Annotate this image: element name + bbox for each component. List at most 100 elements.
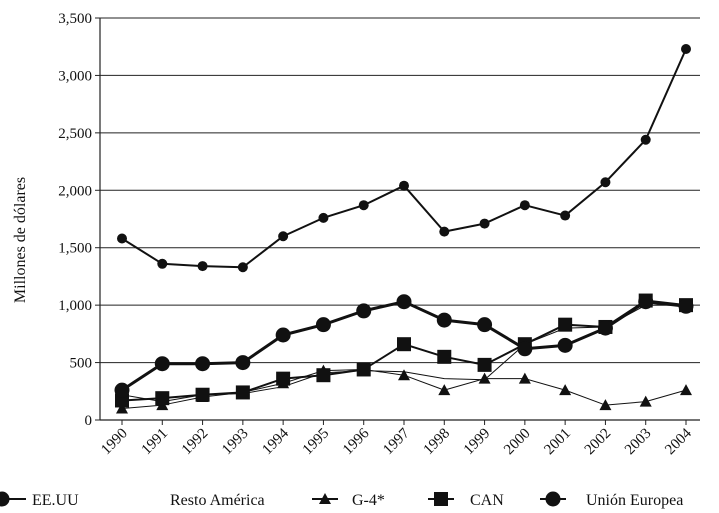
data-point bbox=[195, 387, 210, 402]
y-tick-label: 3,000 bbox=[58, 68, 92, 84]
data-point bbox=[358, 200, 369, 211]
legend-label: G-4* bbox=[352, 492, 385, 509]
x-tick-label: 2004 bbox=[662, 425, 695, 458]
series-layer bbox=[114, 44, 694, 414]
data-point bbox=[397, 337, 411, 352]
x-tick-label: 1998 bbox=[421, 426, 454, 459]
grid-layer bbox=[100, 17, 700, 364]
data-point bbox=[356, 362, 371, 377]
data-point bbox=[275, 327, 291, 343]
x-tick-label: 1995 bbox=[300, 426, 333, 459]
data-point bbox=[437, 349, 452, 364]
data-point bbox=[438, 384, 451, 396]
data-point bbox=[558, 317, 573, 332]
data-point bbox=[276, 371, 291, 386]
data-point bbox=[195, 356, 211, 372]
data-point bbox=[398, 369, 410, 381]
series-1 bbox=[121, 304, 686, 403]
data-point bbox=[116, 402, 128, 414]
legend-marker bbox=[545, 491, 561, 507]
x-tick-label: 1999 bbox=[461, 426, 494, 459]
data-point bbox=[599, 399, 612, 411]
data-point bbox=[278, 231, 289, 242]
data-point bbox=[678, 298, 694, 314]
legend-label: EE.UU bbox=[32, 492, 79, 509]
x-tick-label: 1990 bbox=[98, 426, 131, 459]
legend-item: G-4* bbox=[312, 492, 385, 509]
series-line bbox=[121, 48, 687, 269]
data-point bbox=[115, 393, 129, 408]
y-tick-label: 0 bbox=[85, 413, 93, 429]
y-tick-label: 2,500 bbox=[58, 126, 92, 142]
series-3 bbox=[115, 293, 693, 408]
legend-marker bbox=[0, 491, 10, 507]
data-point bbox=[560, 210, 571, 221]
legend-marker bbox=[434, 492, 448, 506]
data-point bbox=[640, 134, 651, 145]
axis-layer bbox=[95, 17, 700, 425]
data-point bbox=[235, 355, 251, 371]
legend-label: CAN bbox=[470, 492, 504, 509]
data-point bbox=[117, 233, 127, 244]
data-point bbox=[237, 262, 248, 273]
data-point bbox=[356, 303, 372, 319]
data-point bbox=[680, 384, 692, 396]
data-point bbox=[559, 384, 572, 396]
data-point bbox=[436, 312, 452, 328]
series-0 bbox=[117, 44, 691, 273]
x-tick-label: 2000 bbox=[501, 426, 534, 459]
y-axis-label: Millones de dólares bbox=[12, 177, 29, 303]
data-point bbox=[557, 337, 573, 353]
data-point bbox=[518, 372, 531, 384]
data-point bbox=[316, 368, 331, 383]
x-tick-label: 2002 bbox=[582, 426, 615, 459]
legend-marker bbox=[319, 493, 331, 504]
series-line bbox=[121, 304, 686, 403]
legend-item: Unión Europea bbox=[540, 491, 683, 509]
x-tick-label: 1997 bbox=[380, 425, 413, 458]
legend-item: EE.UU bbox=[0, 491, 79, 509]
y-tick-label: 1,500 bbox=[58, 241, 92, 257]
data-point bbox=[477, 357, 492, 372]
x-tick-label: 1993 bbox=[219, 426, 252, 459]
data-point bbox=[638, 294, 654, 310]
data-point bbox=[600, 177, 611, 188]
data-point bbox=[315, 317, 331, 333]
data-point bbox=[396, 294, 412, 310]
data-point bbox=[639, 395, 652, 407]
data-point bbox=[114, 382, 130, 398]
legend-label: Unión Europea bbox=[586, 492, 683, 509]
data-point bbox=[597, 320, 613, 336]
data-point bbox=[519, 200, 530, 211]
data-point bbox=[517, 341, 533, 357]
legend-label: Resto América bbox=[170, 492, 265, 509]
x-tick-label: 1991 bbox=[139, 426, 172, 459]
x-tick-label: 1992 bbox=[179, 426, 212, 459]
y-tick-label: 500 bbox=[70, 356, 93, 372]
x-tick-label: 1996 bbox=[340, 425, 373, 458]
data-point bbox=[439, 226, 450, 237]
series-4 bbox=[114, 294, 694, 398]
data-point bbox=[155, 391, 170, 406]
y-tick-label: 1,000 bbox=[58, 298, 92, 314]
data-point bbox=[197, 261, 208, 272]
data-point bbox=[235, 385, 250, 400]
data-point bbox=[154, 356, 170, 372]
data-point bbox=[478, 372, 491, 384]
legend-item: Resto América bbox=[170, 492, 265, 509]
legend-item: CAN bbox=[428, 492, 504, 509]
y-tick-label: 3,500 bbox=[58, 11, 92, 27]
data-point bbox=[479, 218, 490, 229]
x-tick-label: 1994 bbox=[259, 425, 292, 458]
data-point bbox=[157, 258, 168, 269]
data-point bbox=[477, 317, 493, 333]
x-tick-label: 2001 bbox=[541, 426, 574, 459]
data-point bbox=[318, 212, 329, 223]
data-point bbox=[399, 180, 409, 191]
y-tick-label: 2,000 bbox=[58, 183, 92, 199]
data-point bbox=[681, 44, 691, 55]
x-tick-label: 2003 bbox=[622, 426, 655, 459]
legend: EE.UU Resto América G-4* CAN Unión Europea bbox=[0, 491, 683, 509]
